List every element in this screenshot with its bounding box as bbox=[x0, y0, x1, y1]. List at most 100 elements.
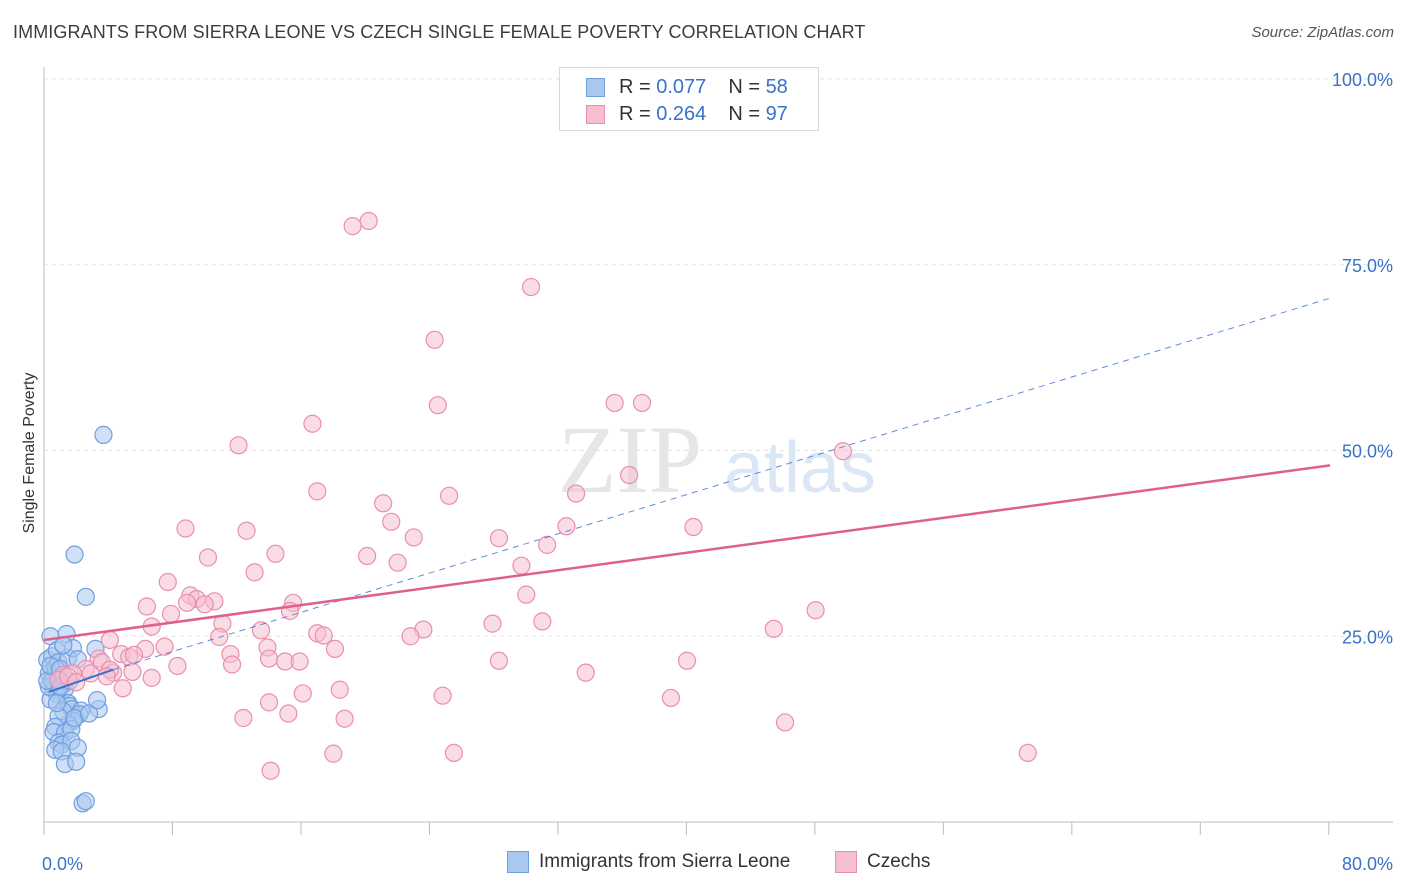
point-sierra-leone bbox=[76, 792, 95, 811]
r-label: R = bbox=[619, 75, 651, 98]
legend-item-sierra-leone: Immigrants from Sierra Leone bbox=[507, 851, 790, 873]
point-czechs bbox=[343, 217, 362, 236]
point-czechs bbox=[293, 684, 312, 703]
grid-lines bbox=[44, 78, 1393, 637]
point-czechs bbox=[684, 517, 703, 537]
point-czechs bbox=[444, 743, 464, 763]
y-axis-label: Single Female Poverty bbox=[21, 372, 38, 534]
y-tick-label: 25.0% bbox=[1342, 627, 1393, 647]
point-czechs bbox=[234, 708, 253, 728]
point-czechs bbox=[401, 627, 420, 646]
point-czechs bbox=[161, 604, 181, 624]
x-tick-label: 80.0% bbox=[1342, 854, 1393, 874]
point-czechs bbox=[439, 486, 459, 505]
point-sierra-leone bbox=[47, 694, 66, 713]
trend-line-czechs bbox=[43, 464, 1331, 642]
point-sierra-leone bbox=[79, 704, 99, 723]
watermark-atlas: atlas bbox=[724, 428, 876, 508]
point-sierra-leone bbox=[65, 545, 84, 564]
point-czechs bbox=[533, 612, 552, 631]
data-points bbox=[38, 211, 1037, 813]
r-value: 0.077 bbox=[656, 75, 707, 98]
point-czechs bbox=[195, 595, 214, 614]
point-czechs bbox=[605, 393, 624, 413]
point-czechs bbox=[290, 652, 309, 671]
legend-stats: R = 0.077 N = 58 R = 0.264 N = 97 bbox=[559, 67, 819, 131]
point-czechs bbox=[359, 211, 378, 231]
point-czechs bbox=[1018, 743, 1037, 763]
point-czechs bbox=[245, 563, 264, 582]
point-czechs bbox=[266, 544, 285, 563]
point-czechs bbox=[566, 484, 586, 503]
point-czechs bbox=[388, 553, 407, 572]
point-czechs bbox=[374, 494, 393, 513]
point-czechs bbox=[259, 649, 279, 668]
n-value: 97 bbox=[765, 102, 788, 125]
point-czechs bbox=[137, 597, 156, 616]
point-sierra-leone bbox=[67, 752, 86, 771]
point-czechs bbox=[489, 529, 509, 548]
tick-labels: 25.0% 50.0% 75.0% 100.0% 0.0% 80.0% bbox=[42, 70, 1393, 874]
point-czechs bbox=[259, 693, 279, 712]
point-czechs bbox=[314, 626, 333, 645]
legend-swatch-blue bbox=[586, 77, 605, 97]
legend-label: Czechs bbox=[867, 851, 931, 872]
legend-swatch-pink bbox=[586, 104, 605, 124]
point-czechs bbox=[806, 601, 825, 620]
chart-title: IMMIGRANTS FROM SIERRA LEONE VS CZECH SI… bbox=[13, 22, 866, 42]
point-czechs bbox=[538, 535, 557, 554]
point-czechs bbox=[237, 521, 256, 540]
point-sierra-leone bbox=[76, 587, 95, 606]
point-czechs bbox=[557, 517, 576, 536]
point-czechs bbox=[100, 630, 120, 650]
legend-swatch-pink bbox=[835, 851, 857, 873]
point-czechs bbox=[229, 436, 248, 455]
point-czechs bbox=[251, 621, 271, 640]
point-czechs bbox=[124, 645, 144, 664]
legend-row-sierra-leone: R = 0.077 N = 58 bbox=[586, 75, 788, 99]
y-tick-label: 75.0% bbox=[1342, 256, 1393, 276]
trend-line-extension-sierra-leone bbox=[112, 297, 1331, 671]
point-czechs bbox=[404, 528, 423, 547]
point-czechs bbox=[483, 614, 502, 633]
y-tick-label: 50.0% bbox=[1342, 442, 1393, 462]
point-czechs bbox=[158, 572, 177, 592]
point-czechs bbox=[155, 637, 174, 656]
legend-swatch-blue bbox=[507, 851, 529, 873]
point-czechs bbox=[512, 556, 531, 575]
point-czechs bbox=[324, 744, 343, 763]
point-czechs bbox=[433, 686, 452, 705]
point-czechs bbox=[428, 396, 447, 415]
point-czechs bbox=[177, 593, 197, 612]
point-czechs bbox=[517, 585, 536, 604]
x-tick-label: 0.0% bbox=[42, 854, 83, 874]
legend-item-czechs: Czechs bbox=[835, 851, 930, 873]
point-czechs bbox=[521, 277, 541, 297]
point-czechs bbox=[325, 639, 345, 658]
point-czechs bbox=[382, 512, 401, 531]
point-czechs bbox=[113, 679, 132, 698]
point-czechs bbox=[222, 655, 242, 674]
point-czechs bbox=[576, 663, 595, 682]
point-czechs bbox=[308, 482, 327, 501]
chart-source: Source: ZipAtlas.com bbox=[1251, 24, 1394, 41]
point-czechs bbox=[142, 668, 161, 687]
point-czechs bbox=[123, 662, 142, 682]
point-czechs bbox=[833, 442, 853, 461]
r-value: 0.264 bbox=[656, 102, 707, 125]
r-label: R = bbox=[619, 102, 651, 125]
point-czechs bbox=[632, 393, 652, 413]
point-sierra-leone bbox=[87, 691, 107, 710]
trend-lines bbox=[43, 297, 1331, 693]
point-czechs bbox=[303, 414, 322, 433]
point-czechs bbox=[168, 656, 187, 676]
point-czechs bbox=[661, 688, 681, 708]
point-czechs bbox=[764, 619, 783, 638]
point-czechs bbox=[261, 761, 280, 780]
point-czechs bbox=[620, 465, 639, 485]
n-label: N = bbox=[728, 102, 760, 125]
point-czechs bbox=[775, 713, 795, 732]
trend-line-sierra-leone bbox=[48, 668, 114, 693]
y-tick-label: 100.0% bbox=[1332, 70, 1393, 90]
